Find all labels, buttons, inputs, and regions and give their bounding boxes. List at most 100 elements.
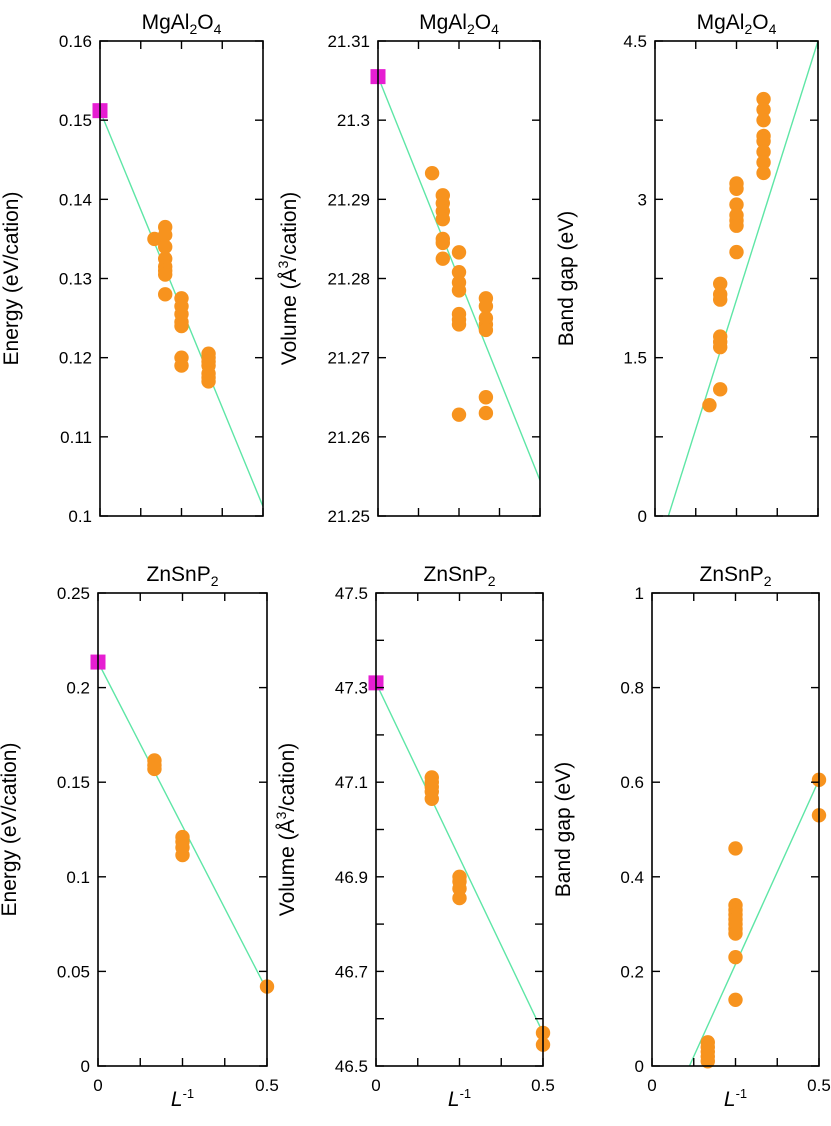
y-tick-label: 21.3 [337, 111, 370, 130]
y-tick-label: 0.11 [60, 428, 92, 447]
data-point [424, 166, 440, 181]
plot-frame [654, 40, 819, 517]
x-axis-label-superscript: -1 [460, 1086, 472, 1101]
y-tick-label: 0.1 [66, 868, 90, 887]
y-tick-label: 4.5 [623, 32, 647, 51]
y-tick-label: 3 [638, 190, 647, 209]
x-axis-label-main: L [448, 1088, 460, 1111]
data-point [158, 287, 173, 302]
x-tick-label: 0 [647, 1076, 656, 1095]
title-main: MgAl [697, 11, 745, 34]
data-point [713, 382, 728, 397]
y-tick-label: 21.29 [327, 190, 370, 209]
y-tick-label: 0.2 [620, 962, 644, 981]
data-point [451, 407, 467, 422]
panel-0: 0.1 0.11 0.12 0.13 0.14 0.15 0.16 MgAl2O4 Energy… [0, 11, 264, 526]
title-subscript: 4 [491, 21, 499, 37]
y-axis-label-text: Band gap (eV) [552, 762, 575, 897]
data-point [713, 339, 728, 355]
y-axis-label-main: Volume (Å [276, 819, 299, 916]
title-subscript: 2 [488, 573, 496, 589]
x-axis-label-main: L [171, 1088, 183, 1111]
data-point [478, 390, 494, 405]
data-point [729, 218, 744, 233]
data-point [158, 239, 173, 255]
data-point [174, 358, 189, 373]
title-main: O [752, 11, 768, 34]
title-subscript: 2 [189, 21, 197, 37]
plot-frame [375, 592, 544, 1067]
y-axis-label: Band gap (eV) [552, 762, 575, 897]
y-axis-label-superscript: 3 [275, 260, 291, 268]
y-tick-label: 46.9 [335, 868, 368, 887]
y-axis-label: Energy (eV/cation) [0, 192, 23, 366]
data-point [435, 211, 450, 227]
x-tick-label: 0.5 [807, 1076, 831, 1095]
panel-3: 0 0.5 0 0.05 0.1 0.15 0.2 0.25 ZnSnP2 Energy (eV/… [0, 563, 279, 1111]
y-tick-label: 0.25 [57, 584, 90, 603]
title-main: ZnSnP [147, 563, 211, 586]
title-subscript: 2 [744, 21, 752, 37]
y-tick-label: 46.5 [335, 1057, 368, 1076]
data-point [478, 322, 494, 338]
x-tick-label: 0.5 [255, 1076, 279, 1095]
y-tick-label: 0.4 [620, 868, 644, 887]
data-point [175, 847, 190, 863]
data-point [451, 317, 467, 332]
data-point [478, 299, 494, 314]
plot-frame [99, 40, 264, 517]
y-axis-label-end: /cation) [278, 192, 301, 261]
plot-frame [97, 592, 268, 1067]
data-point [201, 374, 216, 389]
chart-title: ZnSnP2 [700, 563, 772, 589]
y-axis-label-main: Volume (Å [278, 268, 301, 365]
data-point [756, 112, 771, 128]
data-point [728, 950, 743, 965]
x-tick-label: 0 [93, 1076, 102, 1095]
fit-line [688, 779, 819, 1066]
title-main: MgAl [142, 11, 190, 34]
panel-1: 21.25 21.26 21.27 21.28 21.29 21.3 21.31 MgAl2O… [275, 11, 541, 526]
data-point [728, 926, 743, 941]
y-tick-label: 0 [81, 1057, 90, 1076]
data-point [713, 292, 728, 307]
y-axis-label: Band gap (eV) [555, 211, 578, 346]
data-point [158, 227, 173, 243]
title-main: ZnSnP [424, 563, 488, 586]
data-point [729, 197, 744, 212]
title-main: O [475, 11, 491, 34]
panel-2: 0 1.5 3 4.5 MgAl2O4 Band gap (eV) [555, 11, 819, 526]
y-tick-label: 0.1 [68, 507, 92, 526]
y-tick-label: 46.7 [335, 962, 368, 981]
x-axis-label-main: L [724, 1088, 736, 1111]
y-tick-label: 47.1 [335, 773, 368, 792]
y-tick-label: 21.31 [327, 32, 370, 51]
data-point [147, 761, 162, 777]
y-tick-label: 0.05 [57, 962, 90, 981]
y-axis-label: Volume (Å3/cation) [275, 192, 301, 366]
title-main: O [197, 11, 213, 34]
chart-title: MgAl2O4 [142, 11, 222, 37]
chart-title: MgAl2O4 [419, 11, 499, 37]
y-tick-label: 47.3 [335, 679, 368, 698]
data-point [451, 264, 467, 280]
chart-title: ZnSnP2 [424, 563, 496, 589]
y-axis-label-text: Band gap (eV) [555, 211, 578, 346]
title-subscript: 4 [769, 21, 777, 37]
data-point [700, 1054, 715, 1069]
panel-4: 0 0.5 46.5 46.7 46.9 47.1 47.3 47.5 ZnSnP2 Volume… [273, 563, 555, 1111]
y-tick-label: 21.28 [327, 270, 370, 289]
data-point [424, 791, 439, 806]
y-axis-label-text: Energy (eV/cation) [0, 192, 23, 366]
y-tick-label: 1 [635, 584, 644, 603]
data-point [756, 134, 771, 149]
chart-title: MgAl2O4 [697, 11, 777, 37]
y-tick-label: 0.13 [59, 270, 92, 289]
title-subscript: 2 [467, 21, 475, 37]
data-point [728, 841, 743, 856]
y-tick-label: 1.5 [623, 349, 647, 368]
fit-line [376, 682, 543, 1034]
title-main: MgAl [419, 11, 467, 34]
y-tick-label: 21.27 [327, 349, 370, 368]
